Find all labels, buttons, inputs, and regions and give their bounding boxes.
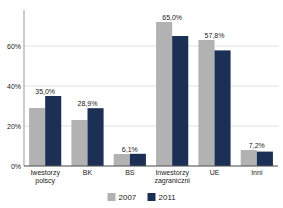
x-tick-label-line: BS bbox=[125, 169, 135, 176]
data-label: 6,1% bbox=[122, 146, 138, 153]
grid-line bbox=[24, 46, 278, 47]
bar bbox=[241, 150, 257, 166]
legend-label: 2007 bbox=[119, 193, 137, 202]
chart-container: 0% 20% 40% 60% 35,0% 28,9% 6,1% 65,0% 57,8% 7,2% I… bbox=[0, 0, 283, 208]
x-tick-label: Inwestorzyzagraniczni bbox=[154, 169, 190, 185]
legend: 2007 2011 bbox=[108, 193, 177, 202]
legend-swatch bbox=[148, 193, 156, 201]
data-label: 57,8% bbox=[205, 32, 225, 39]
y-axis-line bbox=[24, 10, 25, 166]
chart: 0% 20% 40% 60% 35,0% 28,9% 6,1% 65,0% 57,8% 7,2% I… bbox=[0, 0, 283, 208]
bar bbox=[215, 50, 231, 166]
y-tick-label: 20% bbox=[7, 123, 21, 130]
bar bbox=[71, 120, 87, 166]
grid-line bbox=[24, 166, 278, 167]
x-tick-label: UE bbox=[210, 169, 220, 176]
x-tick-label-line: polscy bbox=[35, 177, 55, 185]
data-label: 7,2% bbox=[249, 142, 265, 149]
bar bbox=[130, 154, 146, 166]
x-tick-label: BK bbox=[83, 169, 93, 176]
x-tick-label: Inni bbox=[251, 169, 263, 176]
bar bbox=[257, 152, 273, 166]
bar bbox=[88, 108, 104, 166]
data-label: 65,0% bbox=[162, 14, 182, 21]
y-tick-label: 40% bbox=[7, 83, 21, 90]
legend-label: 2011 bbox=[159, 193, 177, 202]
y-tick-label: 0% bbox=[11, 163, 21, 170]
x-tick-label: BS bbox=[125, 169, 135, 176]
y-grid bbox=[24, 46, 278, 166]
bars bbox=[29, 22, 273, 166]
grid-line bbox=[24, 86, 278, 87]
x-tick-label-line: Inwestorzy bbox=[155, 169, 189, 177]
y-tick-label: 60% bbox=[7, 43, 21, 50]
grid-line bbox=[24, 126, 278, 127]
legend-swatch bbox=[108, 193, 116, 201]
x-tick-label: Iwestorzypolscy bbox=[30, 169, 60, 185]
data-label: 28,9% bbox=[78, 100, 98, 107]
x-tick-label-line: Iwestorzy bbox=[30, 169, 60, 177]
bar bbox=[172, 36, 188, 166]
bar bbox=[114, 154, 130, 166]
x-axis-line bbox=[24, 166, 278, 167]
x-tick-label-line: Inni bbox=[251, 169, 263, 176]
bar bbox=[29, 108, 45, 166]
x-tick-label-line: zagraniczni bbox=[154, 177, 190, 185]
data-label: 35,0% bbox=[35, 88, 55, 95]
bar bbox=[45, 96, 61, 166]
bar bbox=[198, 40, 214, 166]
x-tick-label-line: UE bbox=[210, 169, 220, 176]
bar bbox=[156, 22, 172, 166]
x-tick-label-line: BK bbox=[83, 169, 93, 176]
